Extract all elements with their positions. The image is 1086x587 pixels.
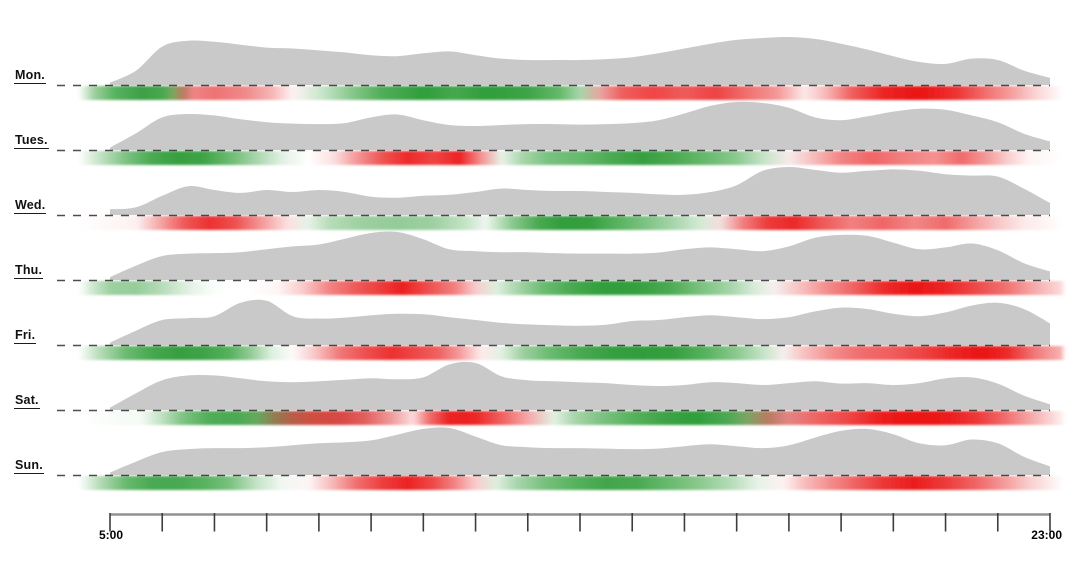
- day-label-tues: Tues.: [14, 133, 49, 149]
- congestion-strip-wed: [78, 216, 1064, 230]
- congestion-strip-tues: [78, 151, 1064, 165]
- density-area-tues: [110, 101, 1050, 150]
- density-area-fri: [110, 299, 1050, 345]
- density-area-mon: [110, 36, 1050, 85]
- day-label-fri: Fri.: [14, 328, 37, 344]
- congestion-strip-sat: [78, 411, 1064, 425]
- congestion-strip-fri: [78, 346, 1064, 360]
- congestion-strip-sun: [78, 476, 1064, 490]
- density-area-wed: [110, 166, 1050, 215]
- density-area-sat: [110, 361, 1050, 410]
- day-label-sat: Sat.: [14, 393, 40, 409]
- density-area-thu: [110, 231, 1050, 280]
- axis-label-end: 23:00: [1031, 528, 1062, 542]
- day-label-sun: Sun.: [14, 458, 44, 474]
- congestion-strip-thu: [78, 281, 1064, 295]
- day-label-thu: Thu.: [14, 263, 44, 279]
- density-area-sun: [110, 427, 1050, 475]
- congestion-strip-mon: [78, 86, 1064, 100]
- day-label-mon: Mon.: [14, 68, 46, 84]
- day-label-wed: Wed.: [14, 198, 47, 214]
- axis-label-start: 5:00: [99, 528, 124, 542]
